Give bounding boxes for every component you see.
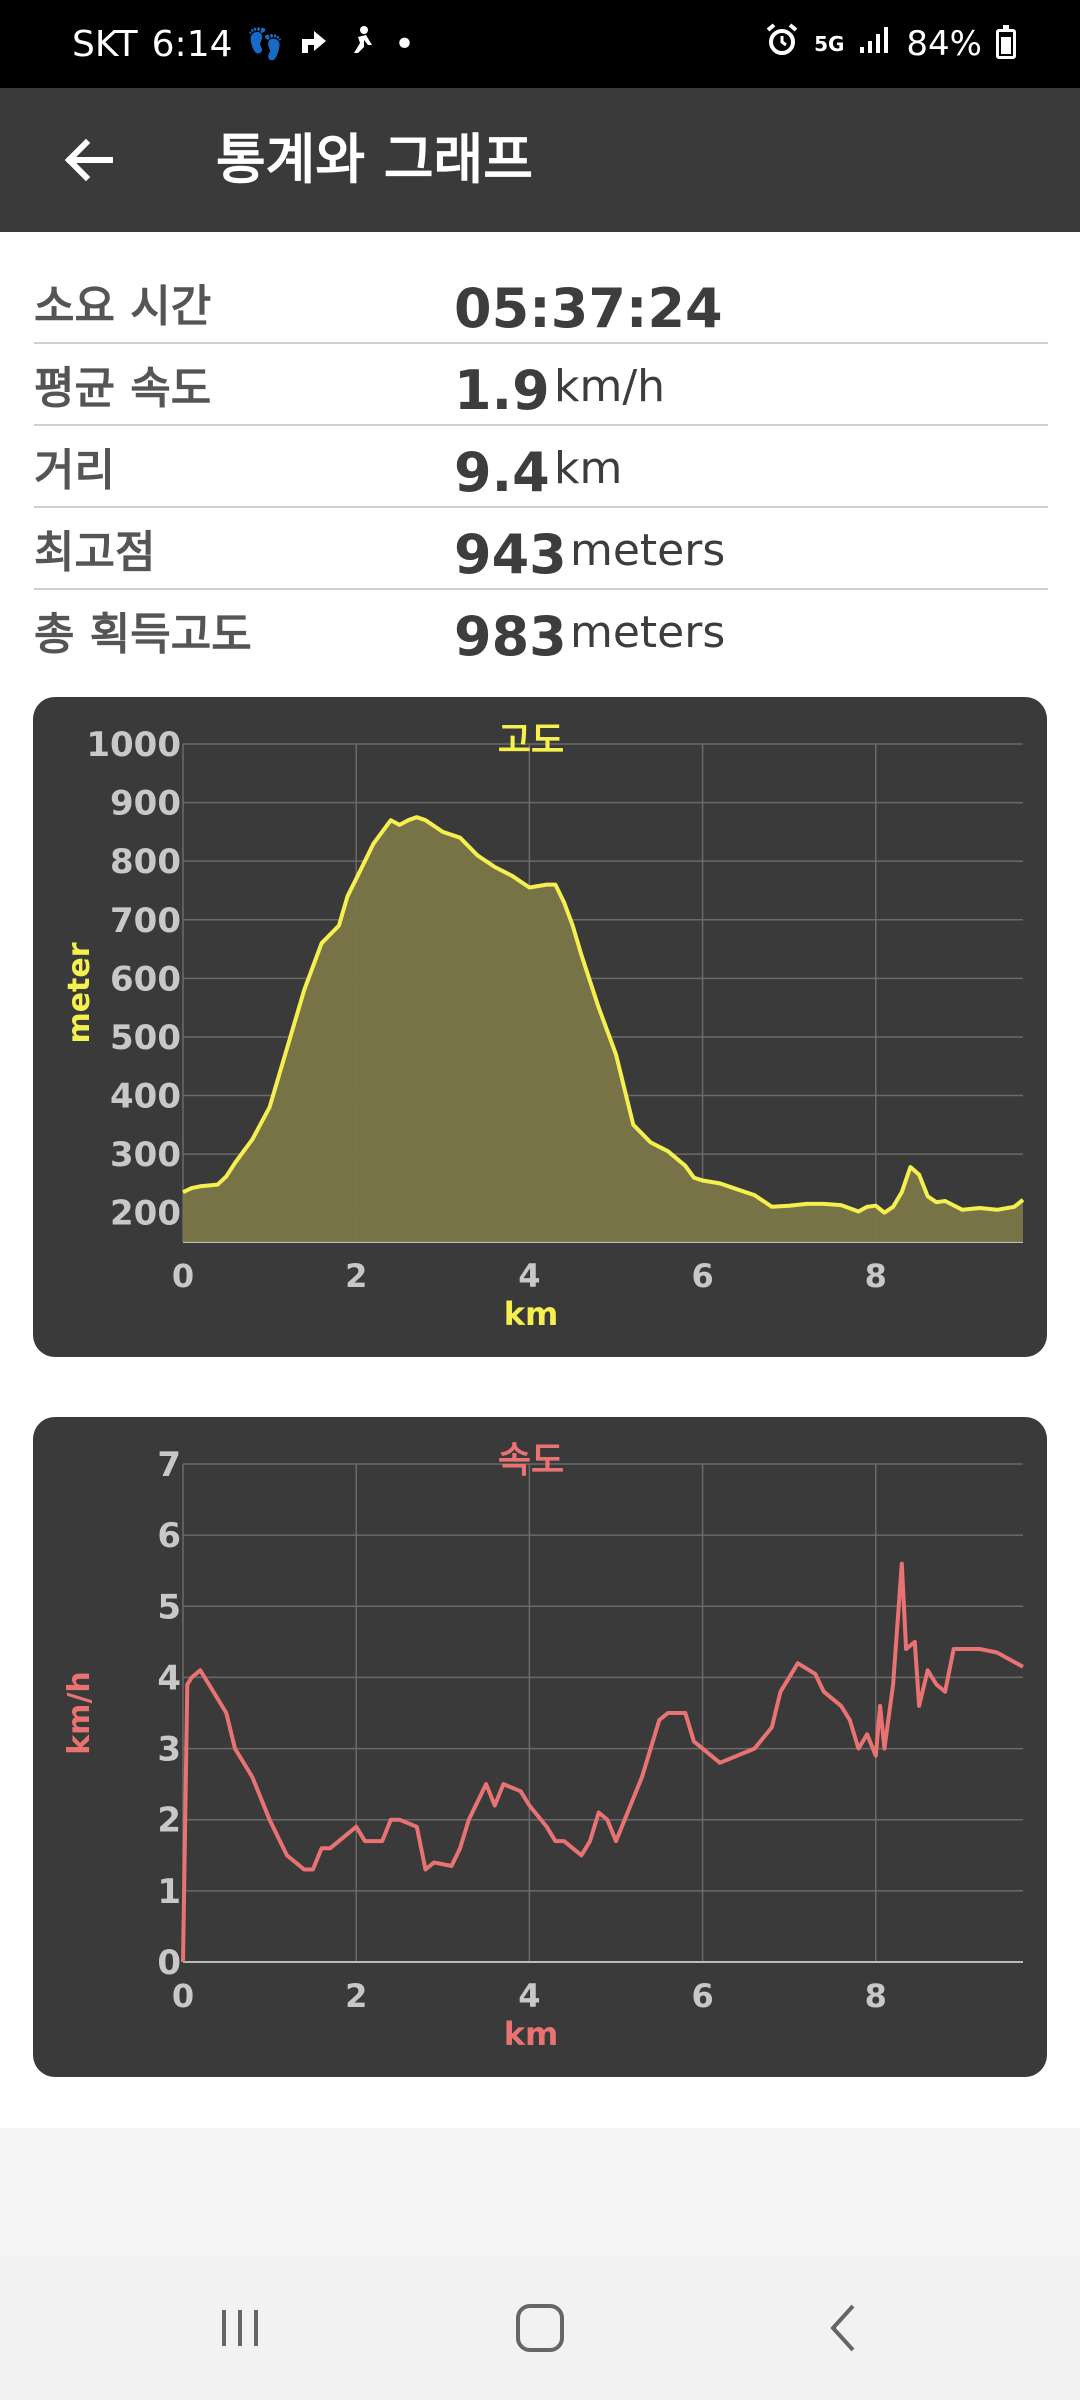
- altitude-x-tick-label: 4: [518, 1257, 540, 1295]
- steps-icon: 👣: [246, 26, 284, 62]
- speed-y-tick-label: 0: [157, 1943, 181, 1983]
- battery-percent: 84%: [906, 24, 982, 64]
- stat-row-distance: 거리 9.4 km: [34, 426, 1048, 508]
- speed-chart-card: 0 1 2 3 4 5 6 7 0 2 4 6 8 속도 km km/h: [33, 1417, 1047, 2077]
- stat-value: 983: [454, 605, 567, 668]
- speed-x-tick-label: 8: [865, 1977, 887, 2015]
- carrier-label: SKT: [72, 23, 138, 65]
- altitude-y-tick-label: 600: [110, 959, 181, 999]
- speed-x-tick-label: 4: [518, 1977, 540, 2015]
- altitude-x-tick-label: 8: [865, 1257, 887, 1295]
- altitude-x-tick-label: 0: [172, 1257, 194, 1295]
- home-icon: [516, 2304, 564, 2352]
- speed-y-tick-label: 2: [157, 1801, 181, 1841]
- altitude-y-tick-label: 1000: [86, 725, 181, 765]
- arrow-left-icon: [64, 138, 113, 182]
- altitude-y-tick-label: 500: [110, 1018, 181, 1058]
- notification-dot: •: [393, 23, 416, 65]
- speed-y-tick-label: 7: [157, 1445, 181, 1485]
- stat-label: 거리: [34, 445, 115, 496]
- altitude-chart-card: 200 300 400 500 600 700 800 900 1000 0 2 4 6 8 고도 km met…: [33, 697, 1047, 1357]
- altitude-y-tick-label: 900: [110, 784, 181, 824]
- altitude-y-tick-label: 700: [110, 901, 181, 941]
- signal-icon: [858, 25, 892, 63]
- page-title: 통계와 그래프: [216, 128, 533, 191]
- status-bar-right: 5G 84%: [764, 0, 1016, 88]
- stat-value: 05:37:24: [454, 277, 723, 340]
- home-button[interactable]: [490, 2278, 590, 2378]
- app-bar: 통계와 그래프: [0, 88, 1080, 232]
- stat-unit: km: [554, 443, 623, 494]
- clock: 6:14: [151, 23, 233, 65]
- status-bar-left: SKT 6:14 👣 •: [72, 0, 415, 88]
- stat-label: 평균 속도: [34, 363, 212, 414]
- altitude-series-line: [182, 815, 1025, 1215]
- altitude-x-axis-label: km: [504, 1295, 559, 1333]
- network-type: 5G: [814, 32, 845, 56]
- status-bar: SKT 6:14 👣 • 5G 84%: [0, 0, 1080, 88]
- stat-value: 943: [454, 523, 567, 586]
- stats-list: 소요 시간 05:37:24 평균 속도 1.9 km/h 거리 9.4 km …: [34, 262, 1048, 670]
- altitude-chart: 200 300 400 500 600 700 800 900 1000 0 2 4 6 8 고도 km met…: [62, 720, 1025, 1333]
- stat-unit: meters: [570, 525, 726, 576]
- battery-icon: [996, 25, 1016, 59]
- stat-label: 최고점: [34, 527, 156, 578]
- stat-label: 소요 시간: [34, 281, 212, 332]
- altitude-area-fill: [183, 817, 1023, 1242]
- speed-y-tick-label: 4: [157, 1658, 181, 1698]
- back-nav-icon: [830, 2304, 855, 2352]
- altitude-y-tick-label: 800: [110, 842, 181, 882]
- navigation-icon: [298, 23, 332, 65]
- altitude-x-tick-label: 2: [345, 1257, 367, 1295]
- altitude-x-tick-label: 6: [691, 1257, 713, 1295]
- stat-row-duration: 소요 시간 05:37:24: [34, 262, 1048, 344]
- altitude-title: 고도: [498, 720, 564, 761]
- speed-y-tick-label: 5: [157, 1587, 181, 1627]
- speed-series-line: [181, 1561, 1024, 1963]
- stat-value: 9.4: [454, 441, 550, 504]
- navigation-bar: [0, 2256, 1080, 2400]
- speed-y-tick-label: 6: [157, 1516, 181, 1556]
- alarm-icon: [764, 22, 800, 66]
- recent-apps-button[interactable]: [190, 2278, 290, 2378]
- stat-value: 1.9: [454, 359, 550, 422]
- speed-y-tick-label: 3: [157, 1730, 181, 1770]
- activity-icon: [346, 23, 380, 65]
- altitude-y-tick-label: 200: [110, 1194, 181, 1234]
- speed-title: 속도: [498, 1440, 564, 1481]
- altitude-y-axis-label: meter: [62, 942, 97, 1043]
- stat-unit: meters: [570, 607, 726, 658]
- speed-x-tick-label: 2: [345, 1977, 367, 2015]
- stat-row-max-altitude: 최고점 943 meters: [34, 508, 1048, 590]
- speed-y-tick-label: 1: [157, 1872, 181, 1912]
- speed-x-tick-label: 6: [691, 1977, 713, 2015]
- altitude-y-tick-label: 400: [110, 1077, 181, 1117]
- speed-y-axis-label: km/h: [62, 1671, 97, 1755]
- back-button[interactable]: [52, 124, 124, 196]
- stat-unit: km/h: [554, 361, 666, 412]
- back-nav-button[interactable]: [795, 2278, 895, 2378]
- stat-row-elevation-gain: 총 획득고도 983 meters: [34, 590, 1048, 670]
- recent-apps-icon: [222, 2310, 258, 2346]
- stat-row-avg-speed: 평균 속도 1.9 km/h: [34, 344, 1048, 426]
- speed-chart: 0 1 2 3 4 5 6 7 0 2 4 6 8 속도 km km/h: [62, 1440, 1024, 2053]
- stat-label: 총 획득고도: [34, 609, 252, 660]
- altitude-y-tick-label: 300: [110, 1135, 181, 1175]
- speed-x-axis-label: km: [504, 2015, 559, 2053]
- speed-x-tick-label: 0: [172, 1977, 194, 2015]
